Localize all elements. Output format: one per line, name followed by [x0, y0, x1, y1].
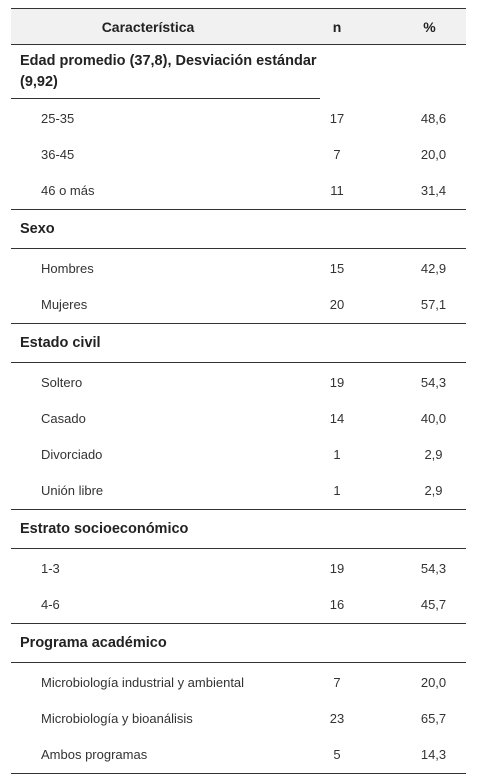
section-rows: 25-35 17 48,6 36-45 7 20,0 46 o más 11 3…	[11, 99, 466, 209]
row-n: 16	[329, 596, 345, 612]
row-label: Casado	[41, 410, 86, 426]
table-row: 46 o más 11 31,4	[11, 172, 466, 208]
row-label: 36-45	[41, 146, 75, 162]
demographics-table: Característica n % Edad promedio (37,8),…	[11, 8, 466, 774]
row-label: 4-6	[41, 596, 60, 612]
section-marital-status: Estado civil Soltero 19 54,3 Casado 14 4…	[11, 324, 466, 510]
table-row: Microbiología y bioanálisis 23 65,7	[11, 700, 466, 736]
row-n: 15	[329, 260, 345, 276]
row-n: 5	[333, 746, 341, 762]
row-label: Microbiología y bioanálisis	[41, 710, 193, 726]
row-n: 19	[329, 560, 345, 576]
row-n: 1	[333, 446, 341, 462]
row-percent: 65,7	[420, 710, 447, 726]
table-row: Soltero 19 54,3	[11, 364, 466, 400]
section-socioeconomic-stratum: Estrato socioeconómico 1-3 19 54,3 4-6 1…	[11, 510, 466, 624]
table-header: Característica n %	[11, 8, 466, 45]
header-characteristic: Característica	[101, 18, 195, 35]
section-title: Sexo	[11, 210, 466, 249]
row-n: 7	[333, 146, 341, 162]
table-row: Ambos programas 5 14,3	[11, 736, 466, 772]
row-percent: 45,7	[420, 596, 447, 612]
section-title: Programa académico	[11, 624, 466, 663]
row-n: 17	[329, 110, 345, 126]
row-label: Microbiología industrial y ambiental	[41, 674, 245, 690]
section-academic-program: Programa académico Microbiología industr…	[11, 624, 466, 774]
row-label: 46 o más	[41, 182, 95, 198]
row-percent: 48,6	[420, 110, 447, 126]
table-row: Casado 14 40,0	[11, 400, 466, 436]
row-n: 20	[329, 296, 345, 312]
row-percent: 57,1	[420, 296, 447, 312]
row-percent: 20,0	[420, 146, 447, 162]
section-rows: 1-3 19 54,3 4-6 16 45,7	[11, 549, 466, 623]
row-label: Soltero	[41, 374, 83, 390]
table-row: 1-3 19 54,3	[11, 550, 466, 586]
row-percent: 14,3	[420, 746, 447, 762]
section-age: Edad promedio (37,8), Desviación estánda…	[11, 45, 466, 210]
table-row: Divorciado 1 2,9	[11, 436, 466, 472]
row-percent: 54,3	[420, 560, 447, 576]
row-n: 7	[333, 674, 341, 690]
row-label: 25-35	[41, 110, 75, 126]
row-percent: 2,9	[424, 482, 443, 498]
row-label: Ambos programas	[41, 746, 148, 762]
row-label: Hombres	[41, 260, 94, 276]
row-label: 1-3	[41, 560, 60, 576]
row-label: Divorciado	[41, 446, 103, 462]
row-n: 11	[330, 182, 344, 198]
table-row: 25-35 17 48,6	[11, 100, 466, 136]
row-n: 23	[329, 710, 345, 726]
row-n: 19	[329, 374, 345, 390]
section-sex: Sexo Hombres 15 42,9 Mujeres 20 57,1	[11, 210, 466, 324]
table-row: 36-45 7 20,0	[11, 136, 466, 172]
row-label: Mujeres	[41, 296, 88, 312]
table-row: Hombres 15 42,9	[11, 250, 466, 286]
row-n: 14	[329, 410, 345, 426]
row-percent: 42,9	[420, 260, 447, 276]
header-n: n	[332, 18, 342, 35]
section-rows: Soltero 19 54,3 Casado 14 40,0 Divorciad…	[11, 363, 466, 509]
row-percent: 40,0	[420, 410, 447, 426]
section-title: Estrato socioeconómico	[11, 510, 466, 549]
table-row: Mujeres 20 57,1	[11, 286, 466, 322]
table-row: 4-6 16 45,7	[11, 586, 466, 622]
row-label: Unión libre	[41, 482, 104, 498]
section-rows: Microbiología industrial y ambiental 7 2…	[11, 663, 466, 773]
row-percent: 2,9	[424, 446, 443, 462]
table-row: Microbiología industrial y ambiental 7 2…	[11, 664, 466, 700]
row-n: 1	[333, 482, 341, 498]
section-title: Edad promedio (37,8), Desviación estánda…	[11, 45, 320, 99]
row-percent: 54,3	[420, 374, 447, 390]
table-row: Unión libre 1 2,9	[11, 472, 466, 508]
row-percent: 31,4	[420, 182, 447, 198]
section-rows: Hombres 15 42,9 Mujeres 20 57,1	[11, 249, 466, 323]
header-percent: %	[423, 18, 436, 35]
row-percent: 20,0	[420, 674, 447, 690]
section-title: Estado civil	[11, 324, 466, 363]
